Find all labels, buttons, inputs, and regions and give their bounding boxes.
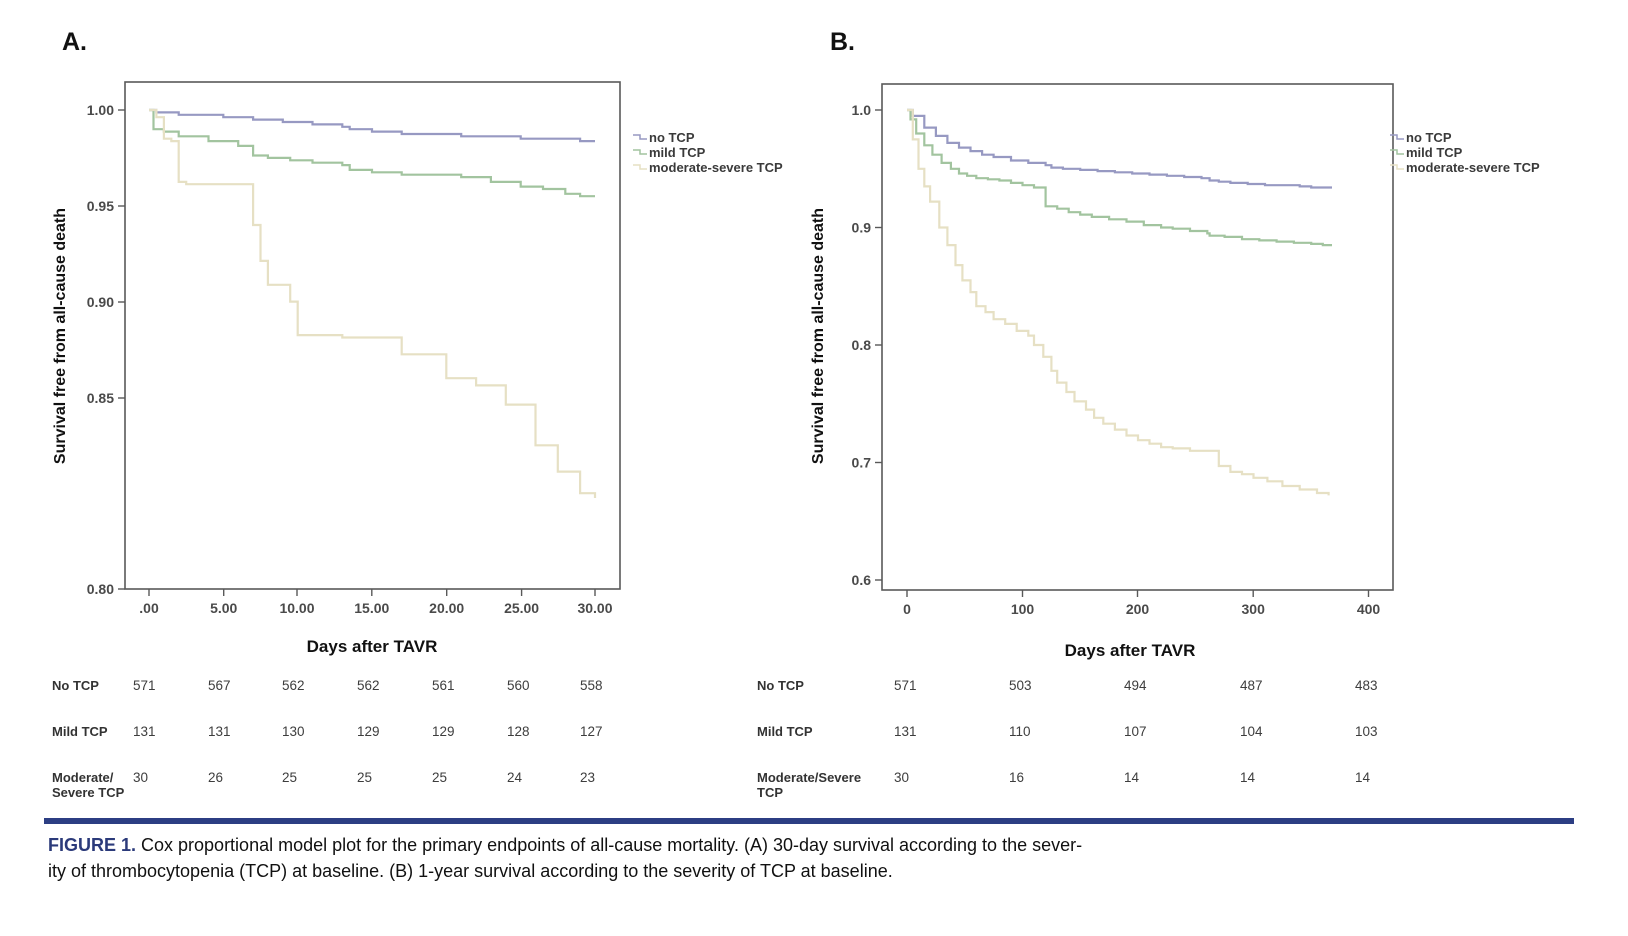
svg-text:0.85: 0.85 — [87, 390, 114, 406]
svg-text:10.00: 10.00 — [279, 600, 314, 616]
svg-text:0.90: 0.90 — [87, 294, 114, 310]
svg-text:0.80: 0.80 — [87, 581, 114, 597]
svg-text:15.00: 15.00 — [354, 600, 389, 616]
svg-text:20.00: 20.00 — [429, 600, 464, 616]
svg-text:1.0: 1.0 — [852, 102, 872, 118]
svg-text:400: 400 — [1357, 601, 1381, 617]
svg-text:0.8: 0.8 — [852, 337, 872, 353]
svg-text:200: 200 — [1126, 601, 1150, 617]
svg-text:mild TCP: mild TCP — [649, 145, 706, 160]
svg-text:5.00: 5.00 — [210, 600, 237, 616]
svg-text:moderate-severe TCP: moderate-severe TCP — [1406, 160, 1540, 175]
svg-text:1.00: 1.00 — [87, 102, 114, 118]
svg-text:no TCP: no TCP — [649, 130, 695, 145]
svg-text:30.00: 30.00 — [577, 600, 612, 616]
svg-text:0.9: 0.9 — [852, 220, 872, 236]
svg-text:moderate-severe TCP: moderate-severe TCP — [649, 160, 783, 175]
svg-text:0.95: 0.95 — [87, 198, 114, 214]
svg-text:0: 0 — [903, 601, 911, 617]
svg-text:mild TCP: mild TCP — [1406, 145, 1463, 160]
svg-text:0.7: 0.7 — [852, 455, 872, 471]
svg-text:0.6: 0.6 — [852, 572, 872, 588]
svg-text:Days after TAVR: Days after TAVR — [1065, 641, 1196, 660]
svg-text:.00: .00 — [139, 600, 159, 616]
svg-text:100: 100 — [1011, 601, 1035, 617]
svg-text:Days after TAVR: Days after TAVR — [307, 637, 438, 656]
svg-text:25.00: 25.00 — [504, 600, 539, 616]
svg-text:300: 300 — [1242, 601, 1266, 617]
svg-text:no TCP: no TCP — [1406, 130, 1452, 145]
